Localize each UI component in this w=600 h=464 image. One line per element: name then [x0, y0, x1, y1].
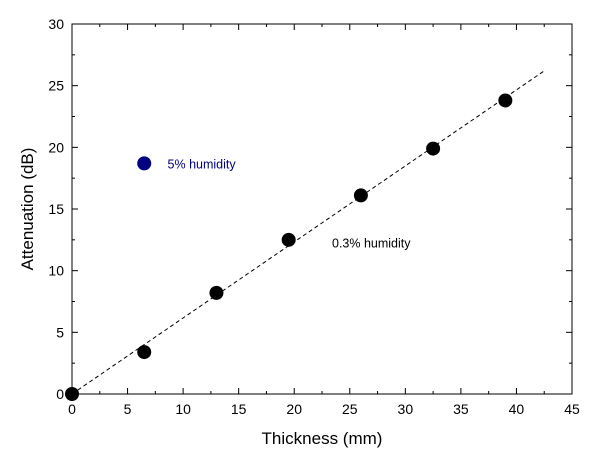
plot-frame	[71, 23, 573, 395]
data-point	[209, 285, 224, 300]
plot-area: 0 5 10 15 20 25 30 35 40 45 0 5 10 15 20 25 30 5% humidit…	[48, 16, 580, 417]
y-tick-label: 10	[48, 263, 64, 279]
x-tick-label: 5	[124, 401, 132, 417]
data-point	[498, 93, 513, 108]
x-tick-label: 40	[509, 401, 525, 417]
data-point	[65, 387, 79, 401]
x-tick-label: 45	[564, 401, 580, 417]
data-point	[281, 232, 296, 247]
x-tick-label: 15	[231, 401, 247, 417]
y-tick-label: 20	[48, 139, 64, 155]
x-tick-label: 10	[175, 401, 191, 417]
data-point	[137, 345, 152, 360]
x-tick-label: 25	[342, 401, 358, 417]
x-tick-label: 20	[286, 401, 302, 417]
data-point	[353, 188, 368, 203]
data-point	[426, 141, 441, 156]
y-tick-label: 15	[48, 201, 64, 217]
y-tick-label: 5	[56, 324, 64, 340]
annotation-label: 0.3% humidity	[332, 236, 411, 250]
data-point-humid	[137, 156, 152, 171]
y-axis-title: Attenuation (dB)	[18, 148, 37, 271]
x-tick-label: 30	[398, 401, 414, 417]
fit-line	[71, 70, 545, 395]
x-axis-title: Thickness (mm)	[262, 429, 383, 448]
y-tick-label: 30	[48, 16, 64, 32]
x-tick-label: 0	[68, 401, 76, 417]
y-tick-label: 25	[48, 78, 64, 94]
x-tick-label: 35	[453, 401, 469, 417]
y-tick-label: 0	[56, 386, 64, 402]
annotation-label: 5% humidity	[168, 157, 237, 171]
